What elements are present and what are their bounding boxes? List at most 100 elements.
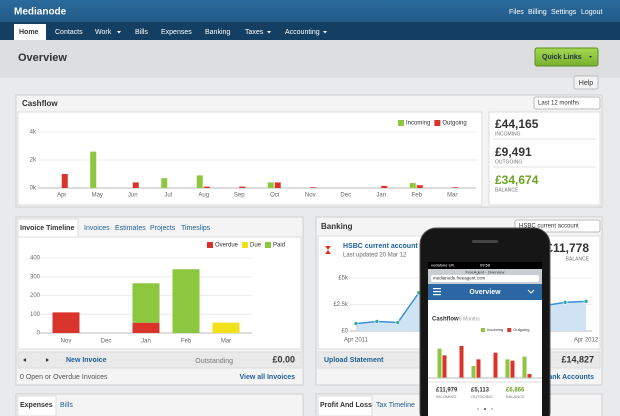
bottom-tab[interactable]: Profit And Loss [320, 402, 372, 409]
x-tick-label: Sep [234, 193, 245, 199]
top-link[interactable]: Billing [528, 9, 547, 16]
bank-accounts-link[interactable]: Bank Accounts [543, 374, 594, 381]
bar [203, 186, 210, 188]
legend-swatch [507, 328, 512, 332]
url: medianode.freeagent.com [433, 276, 486, 281]
account-balance: £11,778 [546, 241, 589, 255]
nav-item[interactable]: Bills [135, 29, 148, 36]
legend-swatch [481, 328, 485, 332]
x-tick-label: Jul [164, 193, 172, 199]
bar [437, 348, 442, 378]
cashflow-totals-box [488, 111, 601, 206]
total-label: BALANCE [495, 187, 519, 193]
nav-item[interactable]: Accounting [285, 29, 320, 36]
bottom-tab[interactable]: Bills [60, 402, 73, 409]
phone-speaker [472, 240, 498, 243]
open-invoices: 0 Open or Overdue Invoices [20, 374, 108, 381]
bar [522, 356, 527, 378]
nav-item[interactable]: Banking [205, 29, 230, 36]
nav-item[interactable]: Taxes [245, 29, 264, 36]
point [395, 320, 401, 325]
nav-item[interactable]: Contacts [55, 29, 83, 36]
help-button[interactable] [573, 75, 599, 90]
x-tick-label: Apr 2012 [574, 338, 599, 344]
y-tick-label: 2k [30, 158, 37, 164]
account-name[interactable]: HSBC current account [343, 243, 418, 250]
nav-active [14, 24, 46, 40]
invoice-tab[interactable]: Invoice Timeline [20, 225, 74, 232]
nav-caret [117, 31, 121, 34]
new-invoice[interactable]: New Invoice [66, 357, 107, 364]
legend-swatch [434, 120, 441, 126]
brand[interactable]: Medianode [14, 7, 67, 18]
account-select-label: HSBC current account [519, 224, 579, 230]
legend-swatch [207, 242, 213, 248]
invoice-tab[interactable]: Invoices [84, 225, 110, 232]
top-link[interactable]: Settings [551, 9, 577, 16]
point [374, 319, 380, 324]
invoice-tab[interactable]: Projects [150, 225, 176, 232]
invoice-tab[interactable]: Estimates [115, 225, 146, 232]
x-tick-label: Feb [181, 339, 192, 345]
total-label: INCOMING [495, 131, 521, 137]
bar [476, 359, 481, 378]
bar [471, 366, 476, 378]
phone-total-label: OUTGOING [471, 394, 493, 399]
title-bar [0, 40, 620, 78]
x-tick-label: Oct [270, 193, 280, 199]
bottom-tab[interactable]: Expenses [20, 402, 53, 409]
tab-active [17, 218, 79, 238]
legend-swatch [265, 242, 272, 248]
url-field[interactable] [431, 275, 539, 282]
bar-segment [212, 322, 240, 333]
pager-arrows[interactable] [23, 358, 49, 362]
bar [493, 352, 498, 378]
bar [416, 185, 423, 188]
phone-chart-subtitle: 6 Months [459, 316, 480, 322]
bar [409, 183, 416, 188]
bar-segment [172, 269, 200, 333]
x-tick-label: Nov [305, 193, 316, 199]
x-tick-label: Apr 2011 [344, 338, 369, 344]
status-bar [428, 262, 542, 269]
bank-logo [325, 246, 331, 254]
phone-total-amount: £11,979 [436, 388, 458, 394]
nav-item[interactable]: Expenses [161, 29, 192, 36]
nav-item[interactable]: Work [95, 29, 112, 36]
bar [61, 174, 68, 188]
y-tick-label: 4k [30, 130, 37, 136]
y-tick-label: £0 [341, 329, 348, 335]
top-link[interactable]: Logout [581, 9, 602, 16]
bottom-tab[interactable]: Tax Timeline [376, 402, 415, 409]
quick-links-button[interactable] [534, 47, 599, 67]
bar [505, 359, 510, 378]
bar [267, 182, 274, 188]
upload-statement[interactable]: Upload Statement [324, 357, 384, 364]
tab-active [317, 395, 373, 416]
period-label: Last 12 months [538, 101, 579, 107]
bar [132, 182, 139, 188]
phone-caret[interactable] [527, 289, 535, 294]
page-dot [484, 408, 486, 410]
top-link[interactable]: Files [509, 9, 524, 16]
balance-label: BALANCE [566, 256, 590, 262]
legend-label: Incoming [406, 121, 430, 127]
invoice-tab[interactable]: Timeslips [181, 225, 211, 232]
y-tick-label: 200 [30, 293, 41, 299]
cashflow-title: Cashflow [22, 99, 58, 108]
bar [90, 151, 97, 188]
legend-label: Outgoing [513, 327, 529, 332]
nav-item[interactable]: Home [19, 29, 39, 36]
y-tick-label: £2.5k [333, 302, 349, 308]
nav-caret [267, 31, 271, 34]
view-all-invoices[interactable]: View all Invoices [239, 374, 295, 381]
period-select[interactable] [533, 96, 601, 110]
legend-label: Incoming [487, 327, 503, 332]
menu-icon[interactable] [433, 288, 441, 290]
phone-total-label: INCOMING [436, 394, 456, 399]
y-tick-label: 0 [37, 331, 41, 337]
y-tick-label: 400 [30, 256, 41, 262]
bank-total: £14,827 [561, 354, 594, 364]
